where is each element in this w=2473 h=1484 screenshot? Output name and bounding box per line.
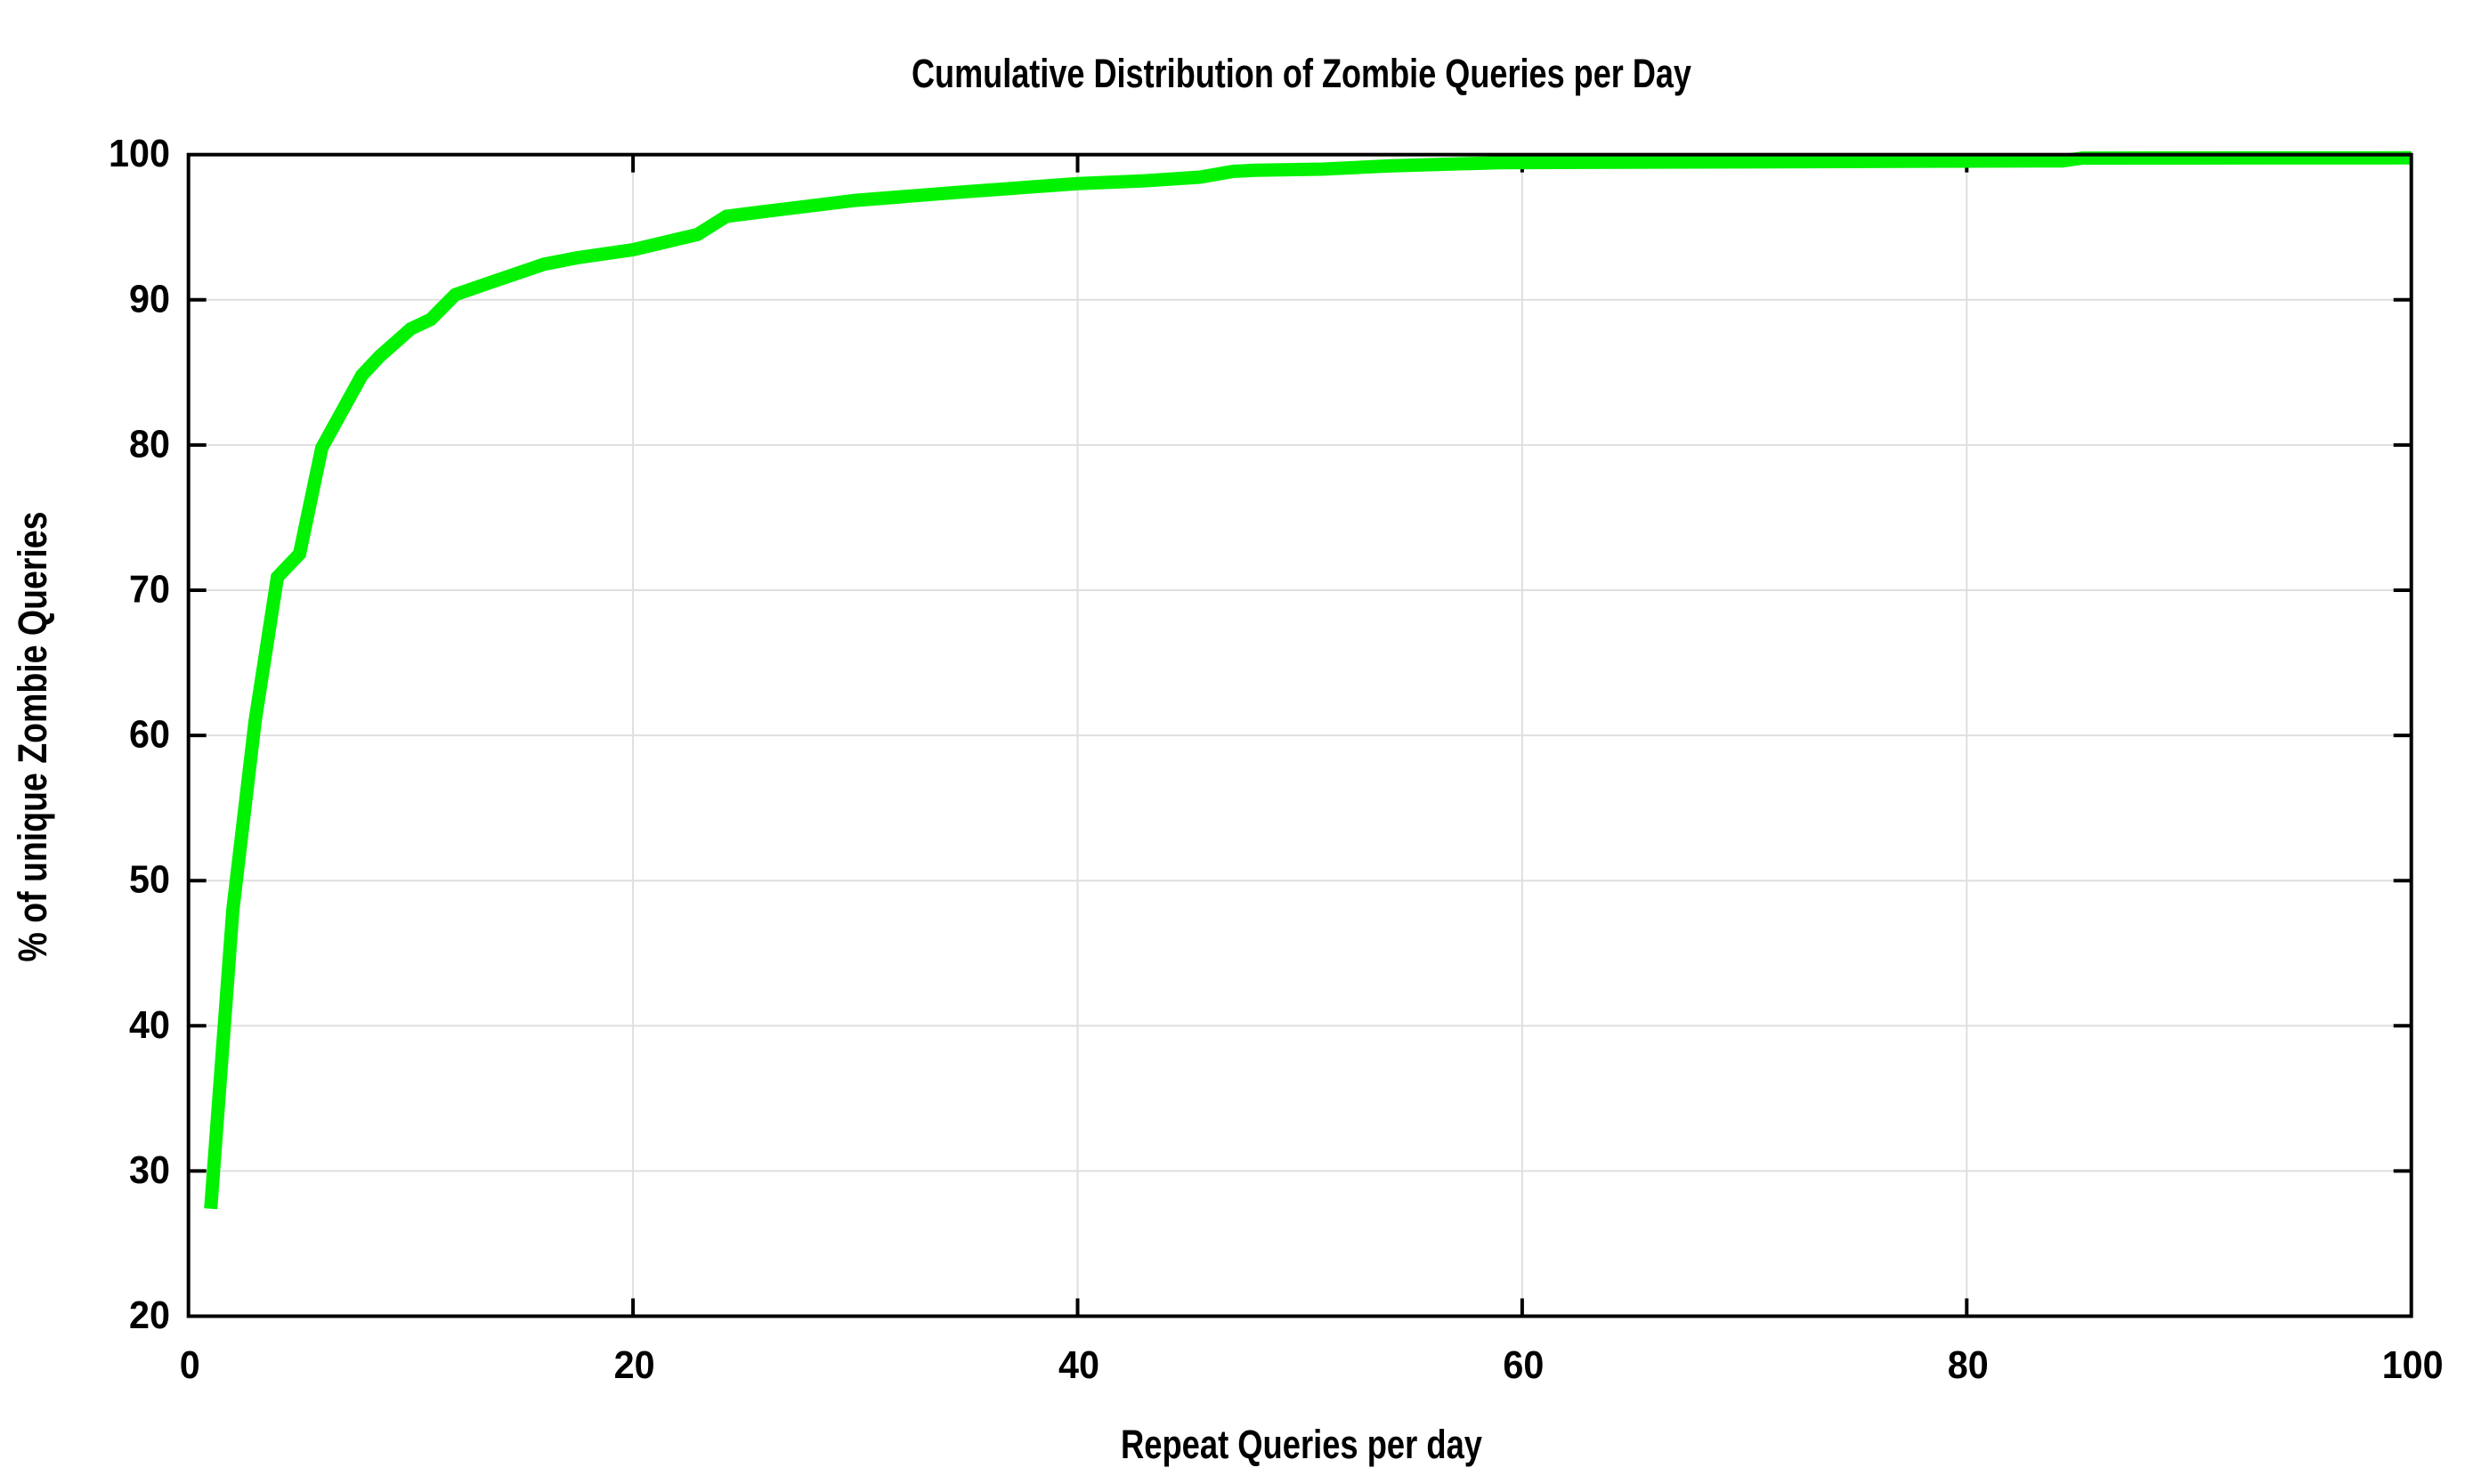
svg-text:50: 50 [129, 858, 170, 902]
svg-text:20: 20 [614, 1343, 655, 1387]
svg-text:60: 60 [129, 713, 170, 757]
svg-text:20: 20 [129, 1293, 170, 1337]
svg-text:100: 100 [2382, 1343, 2444, 1387]
svg-text:80: 80 [1948, 1343, 1989, 1387]
svg-text:40: 40 [129, 1003, 170, 1047]
svg-text:% of unique Zombie Queries: % of unique Zombie Queries [10, 512, 55, 962]
svg-text:0: 0 [180, 1343, 200, 1387]
svg-text:90: 90 [129, 277, 170, 320]
svg-text:40: 40 [1058, 1343, 1099, 1387]
svg-text:Repeat Queries per day: Repeat Queries per day [1121, 1422, 1482, 1467]
svg-text:60: 60 [1503, 1343, 1544, 1387]
svg-text:70: 70 [129, 568, 170, 612]
svg-text:100: 100 [109, 132, 170, 175]
svg-text:80: 80 [129, 422, 170, 466]
svg-text:30: 30 [129, 1148, 170, 1192]
svg-text:Cumulative Distribution of Zom: Cumulative Distribution of Zombie Querie… [912, 51, 1691, 96]
